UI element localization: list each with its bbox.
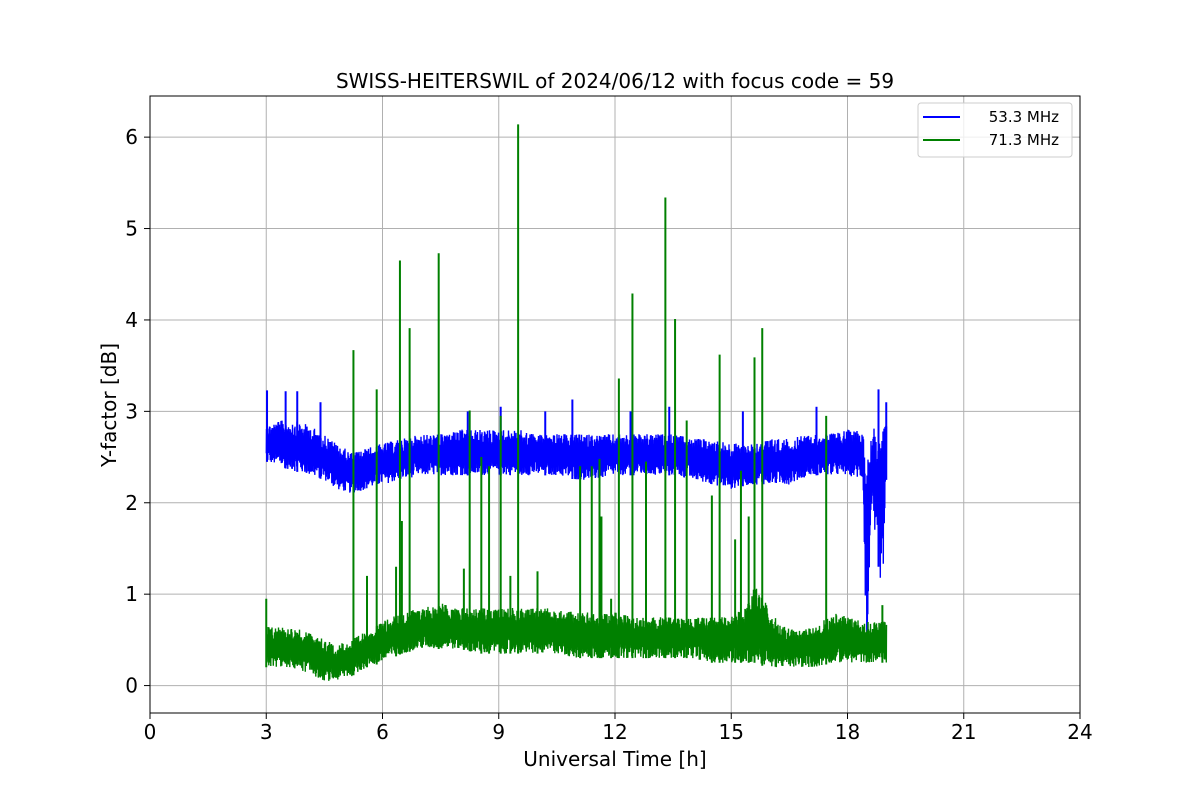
x-tick-label: 0 <box>144 720 157 744</box>
x-axis-label: Universal Time [h] <box>523 747 706 771</box>
legend-label: 71.3 MHz <box>989 131 1059 149</box>
series-line <box>265 420 888 650</box>
y-tick-label: 4 <box>125 308 138 332</box>
y-tick-label: 3 <box>125 399 138 423</box>
y-tick-label: 6 <box>125 125 138 149</box>
y-axis-label: Y-factor [dB] <box>97 343 121 468</box>
y-tick-label: 2 <box>125 491 138 515</box>
x-tick-label: 21 <box>951 720 976 744</box>
legend: 53.3 MHz 71.3 MHz <box>917 102 1073 158</box>
y-tick-label: 5 <box>125 217 138 241</box>
series-line <box>265 588 888 681</box>
x-tick-label: 6 <box>376 720 389 744</box>
grid-lines <box>149 96 1081 713</box>
x-tick-label: 18 <box>835 720 860 744</box>
x-tick-label: 15 <box>719 720 744 744</box>
x-tick-label: 3 <box>260 720 273 744</box>
x-tick-label: 12 <box>602 720 627 744</box>
plot-series <box>265 124 888 681</box>
y-tick-label: 0 <box>125 674 138 698</box>
y-tick-label: 1 <box>125 582 138 606</box>
legend-label: 53.3 MHz <box>989 108 1059 126</box>
chart-title: SWISS-HEITERSWIL of 2024/06/12 with focu… <box>336 69 894 93</box>
x-tick-label: 9 <box>492 720 505 744</box>
series-1 <box>265 389 888 650</box>
series-2 <box>265 124 888 681</box>
x-tick-label: 24 <box>1067 720 1092 744</box>
